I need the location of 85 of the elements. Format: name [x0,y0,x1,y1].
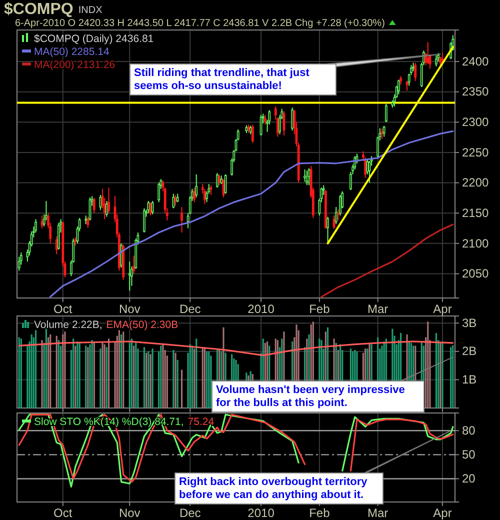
chart-title: $COMPQ [4,1,74,18]
candlestick [441,52,444,64]
candlestick [304,168,306,182]
y-tick-label: 80 [462,423,476,438]
candlestick [210,184,212,196]
y-tick-label: 2200 [462,176,490,190]
y-tick-label: 2150 [462,206,490,220]
candlestick [406,80,408,92]
x-tick-label: Apr [433,302,452,316]
candlestick [193,187,196,203]
x-tick-label: 2010 [248,506,275,520]
annotation: Right back into overbought territory before we can do anything about it. [179,476,368,501]
candlestick [218,174,220,186]
x-tick-label: Nov [118,506,140,520]
y-tick-label: 2050 [462,266,490,281]
chart-subtitle: INDX [78,5,103,16]
candlestick [398,79,400,95]
candlestick [384,103,388,123]
candlestick [55,236,58,255]
x-tick-label: Dec [179,302,201,316]
candlestick [174,194,177,206]
y-tick-label: 2350 [462,84,490,99]
candlestick [337,208,340,221]
candlestick [435,54,438,67]
candlestick [264,114,266,126]
candlestick [204,188,206,205]
x-tick-label: Mar [367,302,388,316]
y-tick-label: 2250 [462,145,490,160]
candlestick [382,125,386,138]
x-tick-label: Oct [54,302,73,316]
candlestick [158,182,160,203]
candlestick [426,42,430,64]
line-series [320,224,454,298]
candlestick [195,174,198,198]
x-tick-label: Dec [179,506,201,520]
candlestick [108,187,110,214]
candlestick [143,208,146,234]
y-tick-label: 3B [462,316,477,330]
x-tick-label: Mar [367,506,388,520]
text: 6-Apr-2010 O 2420.33 H 2443.50 L 2417.77 C 2436.81 V 2.2B Chg +7.28 (+0.30%) [15,18,385,29]
x-tick-label: Feb [309,506,330,520]
y-tick-label: 1B [462,372,477,387]
candlestick [132,255,135,274]
y-tick-label: 2100 [462,236,490,250]
candlestick [172,193,175,209]
x-tick-label: Apr [433,506,452,520]
x-tick-label: Feb [309,302,330,316]
y-tick-label: 2400 [462,54,490,68]
candlestick [306,170,308,186]
line-series [50,130,454,298]
candlestick [216,172,218,188]
y-tick-label: 50 [462,448,476,462]
candlestick [106,200,108,218]
legend-label: MA(50) 2285.14 [34,46,110,58]
candlestick [58,222,60,250]
annotation: Still riding that trendline, that just seems oh-so unsustainable! [134,67,310,92]
legend-label: MA(200) 2131.26 [34,59,116,71]
candlestick [92,197,96,214]
candlestick [326,216,329,244]
candlestick [380,128,384,140]
candlestick [86,216,90,228]
candlestick [128,261,131,292]
candlestick [151,200,154,215]
x-tick-label: Nov [118,302,140,316]
y-tick-label: 20 [462,472,476,486]
x-tick-label: 2010 [248,302,275,316]
y-tick-label: 2B [462,344,477,358]
legend-label: Volume 2.22B, [34,319,102,331]
x-tick-label: Oct [54,506,73,520]
candlestick [252,124,254,144]
candlestick [99,194,102,211]
candlestick [224,174,227,194]
candlestick [414,62,417,82]
candlestick [147,200,150,214]
series-label: EMA(50) 2.30B [106,319,178,331]
candlestick [34,218,37,234]
candlestick [18,256,20,272]
candlestick [130,266,133,286]
line-series [18,340,454,356]
candlestick [180,206,183,234]
candlestick [40,215,44,229]
y-tick-label: 2300 [462,115,490,130]
series-label: 75.24 [188,416,214,428]
annotation: Volume hasn't been very impressive for the bulls at this point. [216,384,405,409]
legend-label: $COMPQ (Daily) 2436.81 [34,33,154,45]
